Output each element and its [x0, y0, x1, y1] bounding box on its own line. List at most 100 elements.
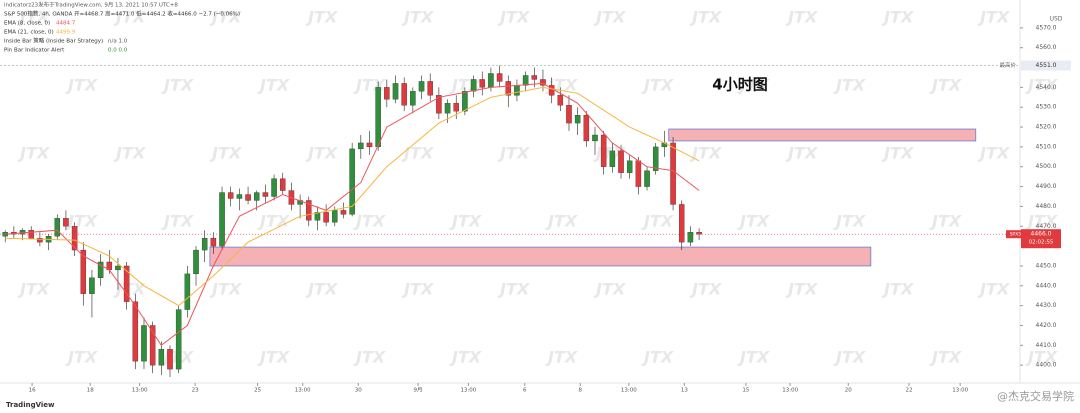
candle-body: [37, 238, 43, 243]
watermark: JTX: [929, 76, 962, 95]
legend-reading: 4484.7: [56, 21, 76, 27]
footer-logo: TradingView: [6, 401, 55, 409]
y-tick-label: 4530.0: [1036, 104, 1057, 111]
watermark: JTX: [17, 8, 50, 27]
x-tick-label: 25: [254, 388, 261, 394]
candle-body: [644, 170, 650, 187]
candle-body: [158, 349, 165, 366]
watermark: JTX: [881, 280, 914, 299]
candle-body: [522, 75, 529, 86]
legend-reading: 4499.9: [56, 30, 76, 36]
watermark: JTX: [545, 348, 578, 367]
watermark: JTX: [353, 212, 386, 231]
y-tick-label: 4430.0: [1036, 302, 1057, 309]
watermark: JTX: [113, 144, 146, 163]
candle-body: [566, 105, 572, 124]
candle-body: [323, 212, 329, 223]
watermark: JTX: [977, 8, 1010, 27]
watermark: JTX: [449, 212, 482, 231]
candle-body: [349, 148, 355, 215]
watermark: JTX: [17, 144, 50, 163]
watermark: JTX: [161, 212, 194, 231]
watermark: JTX: [113, 8, 146, 27]
y-tick-label: 4400.0: [1036, 362, 1057, 369]
candle-body: [618, 150, 624, 173]
watermark: JTX: [785, 280, 818, 299]
high-box: [1021, 60, 1071, 71]
candle-body: [227, 192, 234, 199]
watermark: JTX: [593, 8, 626, 27]
price-box: [1021, 229, 1061, 249]
watermark: JTX: [401, 8, 434, 27]
watermark: JTX: [929, 348, 962, 367]
watermark: JTX: [689, 8, 722, 27]
candle-body: [184, 273, 191, 310]
x-tick-label: 8: [579, 388, 583, 394]
candle-body: [236, 194, 243, 199]
candle-body: [540, 79, 546, 86]
candle-body: [375, 87, 381, 148]
indicator-reading: 0.0 0.0: [108, 48, 128, 54]
candle-body: [453, 103, 459, 112]
watermark: JTX: [881, 8, 914, 27]
watermark: JTX: [353, 348, 386, 367]
candle-body: [652, 146, 659, 171]
annotation: 4小时图: [712, 76, 767, 94]
y-tick-label: 4500.0: [1036, 163, 1057, 170]
watermark: JTX: [737, 76, 770, 95]
watermark: JTX: [689, 144, 722, 163]
watermark: JTX: [929, 212, 962, 231]
watermark: JTX: [209, 144, 242, 163]
watermark: JTX: [209, 8, 242, 27]
candle-body: [687, 232, 694, 243]
watermark: JTX: [785, 8, 818, 27]
candle-body: [531, 75, 538, 80]
watermark: JTX: [401, 144, 434, 163]
candle-body: [401, 83, 407, 106]
legend-name: EMA (21, close, 0): [4, 30, 54, 36]
candle-body: [193, 249, 199, 275]
candle-body: [444, 103, 451, 114]
candle-body: [167, 349, 173, 370]
x-tick-label: 13:00: [132, 388, 148, 394]
candle-body: [97, 261, 104, 278]
candle-body: [609, 150, 616, 167]
candle-body: [427, 81, 433, 96]
candle-body: [63, 218, 69, 227]
candle-body: [19, 230, 26, 235]
watermark: JTX: [833, 348, 866, 367]
header: indicatorz23发布于TradingView.com, 9月 13, 2…: [4, 1, 178, 9]
x-tick-label: 16: [29, 388, 36, 394]
x-tick-label: 6: [523, 388, 527, 394]
y-tick-label: 4440.0: [1036, 282, 1057, 289]
x-tick-label: 13:00: [782, 388, 798, 394]
countdown: 02:02:55: [1029, 240, 1054, 246]
watermark: JTX: [17, 280, 50, 299]
candle-body: [132, 301, 139, 362]
candle-body: [141, 325, 147, 362]
watermark: JTX: [785, 144, 818, 163]
indicator-name: Inside Bar 策略 (Inside Bar Strategy): [4, 37, 103, 45]
watermark: JTX: [65, 212, 98, 231]
x-tick-label: 13: [681, 388, 688, 394]
x-tick-label: 15: [742, 388, 749, 394]
zone: [209, 246, 872, 267]
candle-body: [271, 178, 277, 197]
watermark-layer: JTX JTX JTX JTX JTX JTX JTX JTX JTX JTX JTX JTX JTX J…: [17, 8, 1058, 367]
x-tick-label: 13:00: [952, 388, 968, 394]
candle-body: [557, 95, 564, 106]
watermark: JTX: [257, 76, 290, 95]
candle-body: [436, 95, 442, 114]
x-tick-label: 20: [845, 388, 852, 394]
watermark: JTX: [977, 280, 1010, 299]
watermark: JTX: [305, 8, 338, 27]
candle-body: [410, 91, 416, 106]
y-tick-label: 4560.0: [1036, 44, 1057, 51]
candle-body: [245, 194, 251, 201]
watermark: JTX: [257, 348, 290, 367]
y-tick-label: 4510.0: [1036, 143, 1057, 150]
candle-body: [514, 85, 520, 96]
watermark: JTX: [641, 348, 674, 367]
candle-body: [600, 134, 607, 167]
watermark: JTX: [1025, 76, 1058, 95]
